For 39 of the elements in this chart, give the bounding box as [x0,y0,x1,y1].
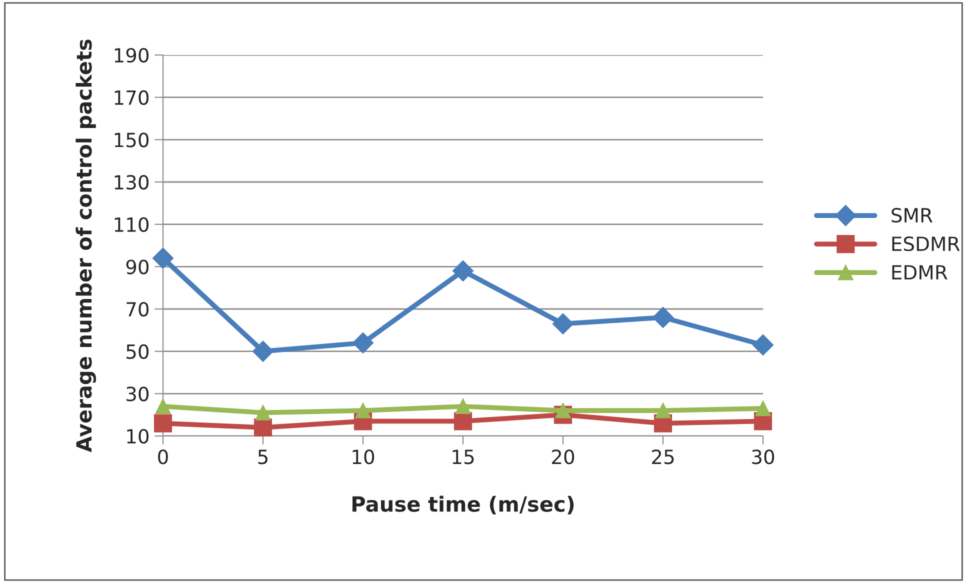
x-tick-label: 30 [752,450,774,464]
point [154,414,172,432]
point [452,260,474,282]
point [652,306,674,328]
y-tick-label: 130 [114,174,149,190]
point [254,418,272,437]
point [252,340,274,362]
legend-label: ESDMR [892,236,960,252]
x-tick-label: 15 [452,450,474,464]
point [752,334,774,356]
point [555,402,571,418]
y-tick-label: 150 [114,132,149,148]
point [155,398,171,414]
x-tick-label: 5 [258,450,268,464]
point [755,400,771,416]
y-tick-label: 30 [126,386,149,402]
point [454,412,472,430]
y-tick-label: 170 [114,90,149,105]
y-axis-title: Average number of control packets [76,40,96,452]
point [255,405,271,420]
point [552,313,574,334]
point [352,332,374,354]
x-tick-label: 20 [552,450,574,464]
point [655,402,671,418]
x-tick-label: 0 [158,450,168,464]
y-tick-label: 90 [126,260,149,274]
x-tick-label: 25 [652,450,674,464]
y-tick-label: 10 [127,428,149,444]
y-tick-label: 50 [126,344,149,359]
y-tick-label: 110 [114,217,149,232]
point [355,402,371,418]
y-tick-label: 190 [114,48,149,63]
legend-label: SMR [892,208,932,223]
point [152,248,174,269]
point [455,398,471,414]
x-axis-title: Pause time (m/sec) [352,496,574,514]
x-tick-label: 10 [352,450,374,464]
y-tick-label: 70 [126,302,149,317]
legend-label: EDMR [892,265,948,280]
